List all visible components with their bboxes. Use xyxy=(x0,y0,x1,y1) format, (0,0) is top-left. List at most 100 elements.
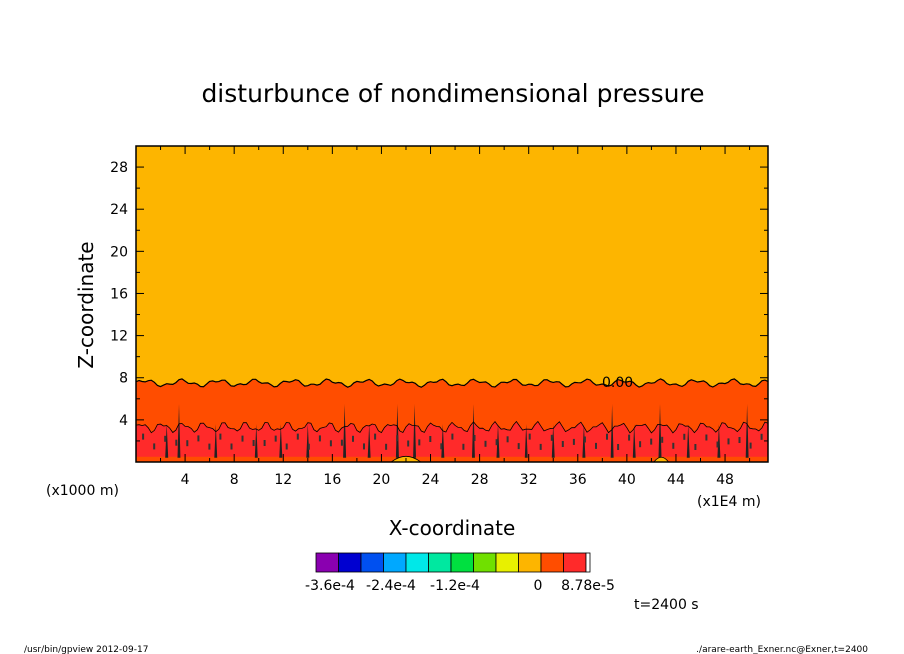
convective-plumes xyxy=(142,404,763,458)
plume-mark xyxy=(343,404,347,458)
y-tick-label: 24 xyxy=(110,202,128,218)
x-tick-label: 16 xyxy=(323,472,341,488)
plume-mark xyxy=(214,424,218,458)
x-axis: 4 8 12 16 20 24 28 32 36 40 44 48 xyxy=(160,146,751,488)
speckle-mark xyxy=(274,435,277,442)
speckle-mark xyxy=(329,440,332,447)
colorbar-swatch xyxy=(428,552,452,573)
footer-right: ./arare-earth_Exner.nc@Exner,t=2400 xyxy=(696,645,868,654)
x-unit-label: (x1E4 m) xyxy=(697,494,761,510)
x-tick-label: 28 xyxy=(471,472,489,488)
speckle-mark xyxy=(473,435,476,441)
y-tick-label: 4 xyxy=(119,413,128,429)
colorbar-swatch xyxy=(518,552,542,573)
speckle-mark xyxy=(142,433,145,440)
speckle-mark xyxy=(672,442,675,449)
plume-mark xyxy=(524,424,528,458)
contour-label: 0.00 xyxy=(602,375,633,391)
footer-left: /usr/bin/gpview 2012-09-17 xyxy=(24,645,148,654)
y-tick-label: 28 xyxy=(110,160,128,176)
speckle-mark xyxy=(208,443,211,450)
speckle-mark xyxy=(550,434,553,441)
plume-mark xyxy=(279,424,283,458)
plot-area: 0.00 xyxy=(135,145,769,463)
speckle-mark xyxy=(705,434,708,441)
speckle-mark xyxy=(219,433,222,440)
speckle-mark xyxy=(307,443,310,450)
speckle-mark xyxy=(164,435,167,442)
speckle-mark xyxy=(595,442,597,449)
speckle-mark xyxy=(197,435,200,442)
colorbar-swatch xyxy=(360,552,384,573)
x-tick-label: 40 xyxy=(618,472,636,488)
chart-title: disturbunce of nondimensional pressure xyxy=(201,79,704,108)
y-unit-label: (x1000 m) xyxy=(46,483,119,499)
x-tick-label: 8 xyxy=(230,472,239,488)
speckle-mark xyxy=(727,438,730,445)
colorbar-swatch xyxy=(315,552,339,573)
x-tick-label: 12 xyxy=(274,472,292,488)
speckle-mark xyxy=(296,433,299,440)
plume-mark xyxy=(610,404,614,458)
plume-mark xyxy=(254,424,258,458)
speckle-mark xyxy=(484,440,487,447)
plume-mark xyxy=(441,424,445,458)
speckle-mark xyxy=(749,442,752,449)
speckle-mark xyxy=(363,443,365,450)
speckle-mark xyxy=(506,436,509,443)
plume-mark xyxy=(632,424,636,458)
speckle-mark xyxy=(241,435,244,442)
plume-mark xyxy=(658,404,662,458)
plume-mark xyxy=(745,404,749,458)
plume-mark xyxy=(367,424,371,458)
colorbar xyxy=(315,552,591,573)
plume-mark xyxy=(177,404,181,458)
speckle-mark xyxy=(318,435,321,442)
speckle-mark xyxy=(650,438,653,445)
speckle-mark xyxy=(495,439,498,446)
colorbar-swatch xyxy=(405,552,429,573)
speckle-mark xyxy=(572,438,575,445)
speckle-mark xyxy=(374,433,377,440)
speckle-mark xyxy=(252,440,255,446)
speckle-mark xyxy=(175,439,178,446)
speckle-mark xyxy=(429,436,432,442)
speckle-mark xyxy=(418,439,421,446)
x-tick-label: 4 xyxy=(181,472,190,488)
speckle-mark xyxy=(407,440,410,447)
y-tick-label: 12 xyxy=(110,329,128,345)
speckle-mark xyxy=(285,443,288,450)
plume-mark xyxy=(413,404,416,458)
colorbar-labels: -3.6e-4 -2.4e-4 -1.2e-4 0 8.78e-5 xyxy=(305,578,615,594)
speckle-mark xyxy=(661,436,664,443)
y-axis: 4 8 12 16 20 24 28 xyxy=(110,160,768,442)
colorbar-swatch xyxy=(540,552,564,573)
plume-mark xyxy=(496,424,500,458)
speckle-mark xyxy=(528,433,531,440)
speckle-mark xyxy=(263,440,266,446)
speckle-mark xyxy=(539,443,542,450)
speckle-mark xyxy=(716,441,719,448)
speckle-mark xyxy=(683,433,686,440)
y-tick-label: 20 xyxy=(110,244,128,260)
colorbar-swatch xyxy=(450,552,474,573)
speckle-mark xyxy=(230,443,233,450)
speckle-mark xyxy=(628,434,631,441)
speckle-mark xyxy=(462,443,465,450)
speckle-mark xyxy=(760,433,763,440)
plume-mark xyxy=(395,404,399,458)
plume-mark xyxy=(686,424,690,458)
x-tick-label: 32 xyxy=(520,472,538,488)
x-tick-label: 44 xyxy=(667,472,685,488)
plume-mark xyxy=(472,404,475,458)
speckle-mark xyxy=(561,441,564,447)
colorbar-swatch xyxy=(473,552,497,573)
y-tick-label: 16 xyxy=(110,286,128,302)
contour-line-zero xyxy=(135,378,769,388)
colorbar-label: -2.4e-4 xyxy=(366,578,416,594)
x-tick-label: 36 xyxy=(569,472,587,488)
x-tick-label: 20 xyxy=(373,472,391,488)
speckle-mark xyxy=(186,440,189,447)
plume-mark xyxy=(717,424,721,458)
